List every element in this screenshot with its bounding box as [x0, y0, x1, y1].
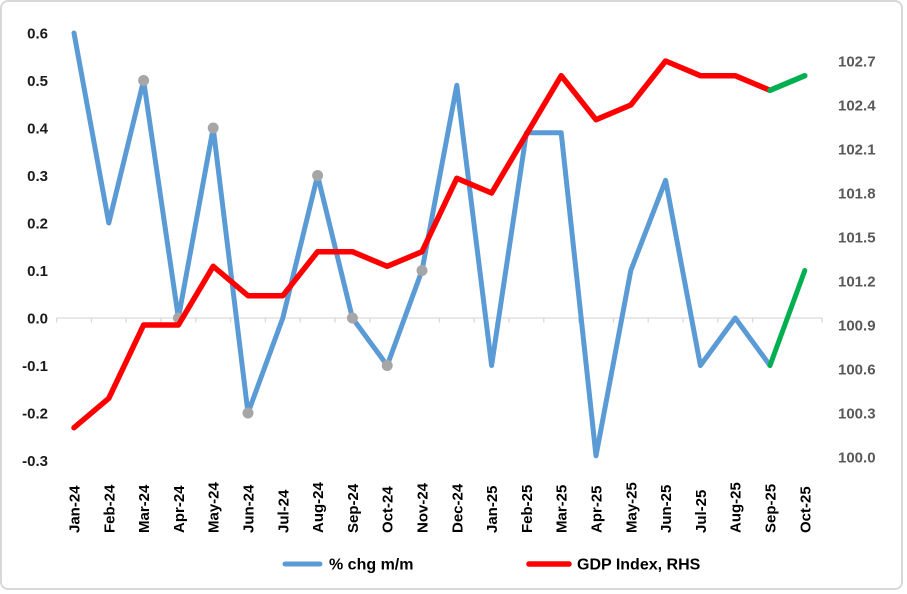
x-axis-label: Dec-24 [449, 483, 466, 533]
x-axis-label: Apr-24 [171, 485, 188, 533]
x-axis-label: Jan-24 [67, 485, 84, 533]
x-axis-label: May-24 [206, 481, 223, 533]
series-pct-chg-line-forecast [767, 268, 808, 368]
x-axis-label: May-25 [623, 482, 640, 533]
x-axis-label: Jul-24 [275, 489, 292, 533]
left-axis-tick-label: 0.0 [27, 311, 48, 328]
left-axis-tick-label: -0.2 [22, 406, 48, 423]
left-axis-tick-label: 0.3 [27, 168, 48, 185]
x-axis-label: Aug-25 [728, 482, 745, 533]
x-axis-label: Feb-24 [101, 484, 118, 533]
x-axis-label: Sep-25 [763, 484, 780, 533]
data-point-marker [312, 170, 324, 181]
right-axis-tick-label: 100.6 [838, 362, 876, 379]
x-axis-label: Jan-25 [484, 485, 501, 533]
right-axis-tick-label: 102.4 [838, 98, 876, 115]
series-gdp-index-line [71, 58, 773, 431]
series-gdp-index-line-forecast [767, 72, 808, 94]
data-point-marker [416, 265, 428, 276]
left-axis-tick-labels: 0.6 0.5 0.4 0.3 0.2 0.1 0.0 -0.1 -0.2 -0.3 [22, 26, 49, 471]
x-axis-label: Jun-25 [658, 485, 675, 533]
x-axis-label: Jul-25 [693, 490, 710, 533]
left-axis-tick-label: 0.1 [27, 263, 48, 280]
grid-layer [55, 317, 823, 323]
left-axis-tick-label: -0.1 [22, 358, 48, 375]
right-axis-tick-label: 101.8 [838, 186, 876, 203]
right-axis-tick-label: 101.2 [838, 274, 876, 291]
left-axis-tick-label: 0.2 [27, 216, 48, 233]
legend-label-pct-chg: % chg m/m [329, 557, 413, 574]
x-axis-label: Aug-24 [310, 482, 327, 533]
left-axis-tick-label: 0.6 [27, 26, 48, 43]
x-axis-label: Mar-25 [554, 485, 571, 533]
chart-legend: % chg m/m GDP Index, RHS [282, 557, 701, 574]
x-axis-label: Nov-24 [415, 482, 432, 533]
right-axis-tick-label: 100.9 [838, 318, 876, 335]
right-axis-tick-label: 102.1 [838, 142, 876, 159]
legend-label-gdp-index: GDP Index, RHS [577, 557, 701, 574]
x-axis-label: Apr-25 [589, 485, 606, 533]
series-pct-chg-line [71, 30, 773, 459]
right-axis-tick-label: 102.7 [838, 54, 876, 71]
x-axis-label: Sep-24 [345, 483, 362, 533]
data-point-marker [207, 122, 219, 134]
left-axis-tick-label: 0.4 [27, 121, 49, 138]
left-axis-tick-label: 0.5 [27, 73, 48, 90]
data-point-marker [381, 360, 393, 371]
right-axis-tick-labels: 102.7 102.4 102.1 101.8 101.5 101.2 100.9 100.6… [838, 54, 876, 467]
right-axis-tick-label: 100.0 [838, 450, 876, 467]
x-axis-label: Oct-24 [380, 486, 397, 533]
data-point-marker [138, 75, 150, 86]
right-axis-tick-label: 100.3 [838, 406, 876, 423]
x-axis-label: Oct-25 [797, 486, 814, 533]
data-point-marker [346, 312, 358, 324]
x-axis-label: Jun-24 [241, 484, 258, 533]
x-axis-label: Feb-25 [519, 485, 536, 533]
data-point-marker [242, 407, 254, 419]
right-axis-tick-label: 101.5 [838, 230, 876, 247]
left-axis-tick-label: -0.3 [22, 453, 48, 470]
series-layer [71, 30, 808, 459]
x-axis-label: Mar-24 [136, 484, 153, 533]
x-axis-category-labels: Jan-24 Feb-24 Mar-24 Apr-24 May-24 Jun-24 Jul-… [67, 481, 815, 533]
